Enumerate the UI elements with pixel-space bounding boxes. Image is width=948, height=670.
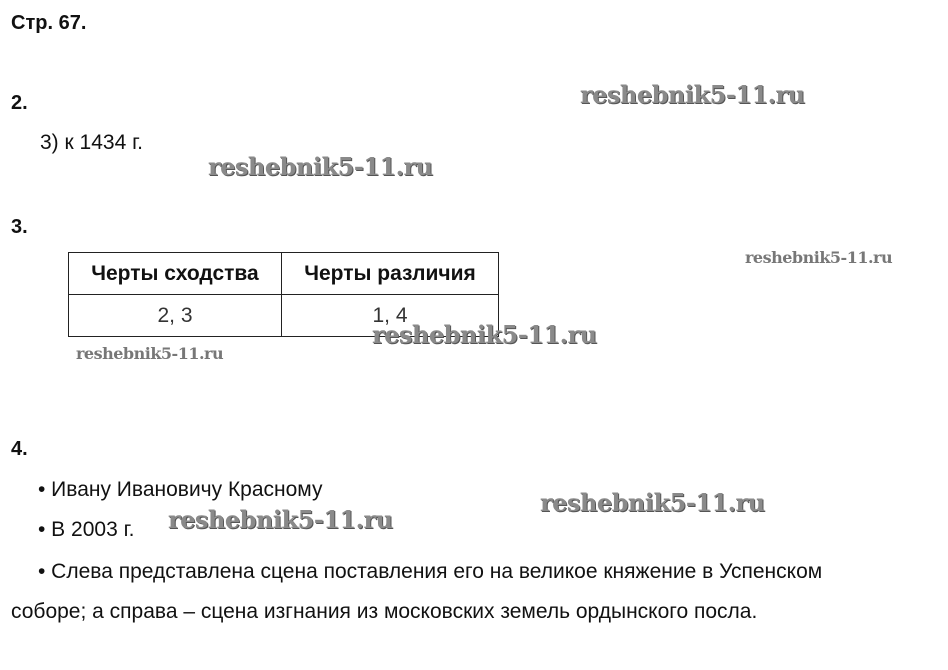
- watermark: reshebnik5-11.ru: [372, 320, 597, 349]
- task-2-answer: 3) к 1434 г.: [40, 131, 144, 154]
- watermark: reshebnik5-11.ru: [580, 80, 805, 109]
- watermark: reshebnik5-11.ru: [168, 505, 393, 534]
- task-4-item: • Слева представлена сцена поставления е…: [38, 560, 823, 583]
- watermark: reshebnik5-11.ru: [76, 344, 224, 363]
- task-4-item: • Ивану Ивановичу Красному: [38, 478, 323, 501]
- watermark: reshebnik5-11.ru: [208, 152, 433, 181]
- task-4-item: соборе; а справа – сцена изгнания из мос…: [11, 600, 758, 623]
- watermark: reshebnik5-11.ru: [745, 248, 893, 267]
- comparison-table: Черты сходства Черты различия 2, 3 1, 4: [68, 252, 499, 337]
- watermark: reshebnik5-11.ru: [540, 488, 765, 517]
- table-cell: 1, 4: [281, 294, 499, 337]
- task-3-number: 3.: [11, 216, 28, 238]
- task-4-item: • В 2003 г.: [38, 518, 135, 541]
- page-title: Стр. 67.: [11, 12, 87, 34]
- table-row: 2, 3 1, 4: [68, 294, 499, 337]
- table-header-row: Черты сходства Черты различия: [68, 252, 499, 295]
- task-2-number: 2.: [11, 92, 28, 114]
- table-header: Черты сходства: [68, 252, 282, 295]
- task-4-number: 4.: [11, 438, 28, 460]
- table-cell: 2, 3: [68, 294, 282, 337]
- table-header: Черты различия: [281, 252, 499, 295]
